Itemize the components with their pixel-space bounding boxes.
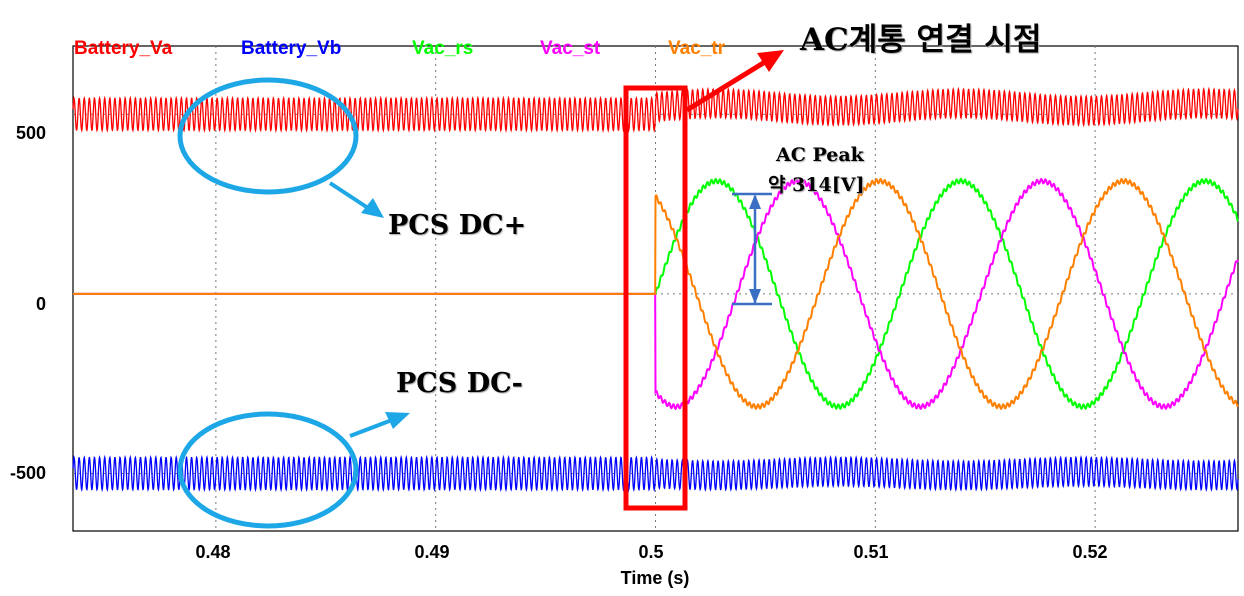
dc-plus-arrow-head [361, 198, 384, 218]
dc-plus-ellipse [177, 77, 359, 195]
connection-highlight-box [623, 85, 688, 511]
annotation-layer [177, 50, 784, 529]
xtick-label: 0.51 [853, 542, 889, 562]
legend-vac-st: Vac_st [540, 38, 601, 59]
xtick-label: 0.48 [195, 542, 231, 562]
xtick-label: 0.5 [638, 542, 664, 562]
peak-arrow-down [749, 289, 761, 304]
xtick-label: 0.52 [1072, 542, 1108, 562]
connection-title: AC계통 연결 시점 [800, 22, 1042, 58]
series-layer [72, 86, 1239, 493]
dc-plus-arrow-line [328, 181, 370, 210]
series-line-battery-va [72, 86, 1239, 134]
peak-arrow-up [749, 194, 761, 209]
dc-minus-arrow-head [385, 412, 410, 429]
xtick-label: 0.49 [414, 542, 450, 562]
dc-plus-label: PCS DC+ [388, 210, 527, 241]
ytick-label: -500 [9, 463, 46, 483]
legend-battery-vb: Battery_Vb [241, 38, 342, 59]
legend-vac-tr: Vac_tr [668, 38, 726, 59]
dc-minus-label: PCS DC- [396, 368, 523, 399]
peak-label-line1: AC Peak [776, 144, 864, 166]
legend-vac-rs: Vac_rs [412, 38, 474, 59]
connection-arrow-line [685, 59, 767, 113]
x-axis-label: Time (s) [620, 568, 690, 588]
connection-arrow-head [757, 50, 784, 72]
legend-battery-va: Battery_Va [74, 38, 173, 59]
series-line-battery-vb [72, 454, 1239, 493]
ytick-label: 500 [15, 123, 46, 143]
ytick-label: 0 [35, 294, 46, 314]
dc-minus-arrow-line [349, 418, 393, 438]
dc-minus-ellipse [177, 411, 359, 529]
peak-label-line2: 약 314[V] [768, 174, 865, 196]
series-line-vac-tr [73, 177, 1239, 411]
